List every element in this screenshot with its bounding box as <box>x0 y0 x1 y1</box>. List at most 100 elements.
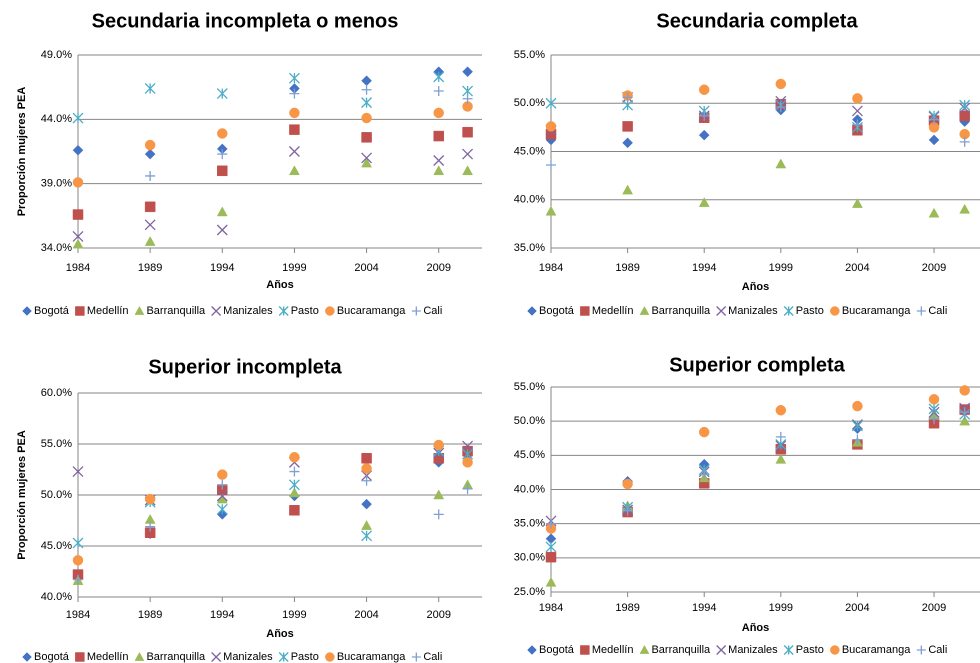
point <box>959 128 970 140</box>
legend-label: Barranquilla <box>146 651 206 663</box>
y-axis-title: Proporción mujeres PEA <box>16 430 28 560</box>
legend-symbol <box>580 645 590 655</box>
point <box>433 86 444 97</box>
legend-symbol <box>916 645 926 655</box>
x-tick-label: 1999 <box>282 609 306 621</box>
point <box>462 165 473 176</box>
y-tick-label: 35.0% <box>514 518 545 530</box>
point <box>72 112 84 124</box>
point <box>361 132 372 143</box>
point <box>929 114 940 125</box>
legend-symbol <box>411 306 421 316</box>
legend-label: Barranquilla <box>651 305 711 317</box>
legend-symbol <box>134 305 145 315</box>
point <box>622 92 633 103</box>
point <box>433 489 445 500</box>
point <box>462 148 474 160</box>
point <box>622 505 633 516</box>
legend-label: Bogotá <box>34 305 70 317</box>
point <box>361 112 372 124</box>
chart-title: Secundaria completa <box>656 10 858 32</box>
point <box>775 78 787 90</box>
point <box>622 137 633 149</box>
x-tick-label: 1999 <box>769 262 793 274</box>
legend-label: Cali <box>928 644 947 656</box>
legend-symbol <box>325 652 335 662</box>
point <box>144 527 156 538</box>
legend-symbol <box>639 305 650 315</box>
point <box>546 518 556 529</box>
point <box>72 177 84 188</box>
y-tick-label: 34.0% <box>41 242 72 254</box>
point <box>545 205 557 216</box>
y-tick-label: 45.0% <box>514 449 545 461</box>
point <box>289 165 300 176</box>
point <box>145 170 156 181</box>
point <box>433 71 445 83</box>
point <box>361 84 372 95</box>
point <box>928 394 940 405</box>
y-tick-label: 55.0% <box>41 438 72 450</box>
legend-label: Pasto <box>796 305 824 317</box>
point <box>72 209 84 220</box>
legend-label: Cali <box>423 651 442 663</box>
point <box>699 469 710 480</box>
point <box>959 203 971 214</box>
x-tick-label: 1984 <box>66 609 90 621</box>
point <box>361 75 372 87</box>
legend-label: Bucaramanga <box>337 651 406 663</box>
point <box>288 72 300 84</box>
legend-symbol <box>716 645 727 655</box>
x-tick-label: 1994 <box>210 609 234 621</box>
point <box>289 505 300 516</box>
point <box>852 400 863 412</box>
y-tick-label: 49.0% <box>41 49 72 61</box>
legend-label: Barranquilla <box>651 644 711 656</box>
point <box>144 148 156 160</box>
x-axis-title: Años <box>266 628 294 640</box>
point <box>361 157 372 168</box>
x-tick-label: 1984 <box>539 262 563 274</box>
point <box>462 440 474 452</box>
point <box>433 130 444 142</box>
point <box>289 124 300 135</box>
point <box>216 88 228 100</box>
point <box>72 238 84 249</box>
x-tick-label: 2009 <box>922 602 946 614</box>
x-tick-label: 2009 <box>426 262 450 274</box>
point <box>462 101 473 112</box>
point <box>289 452 300 463</box>
legend-symbol <box>411 652 421 662</box>
legend-label: Medellín <box>87 305 129 317</box>
point <box>959 136 970 147</box>
legend-symbol <box>75 306 85 316</box>
legend-label: Medellín <box>592 644 634 656</box>
legend-symbol <box>830 306 840 316</box>
point <box>72 537 84 549</box>
point <box>775 453 787 464</box>
x-tick-label: 2009 <box>426 609 450 621</box>
x-tick-label: 1994 <box>692 602 716 614</box>
point <box>433 107 444 119</box>
point <box>852 198 863 208</box>
x-axis-title: Años <box>742 622 770 634</box>
point <box>775 405 787 416</box>
point <box>361 97 373 109</box>
point <box>545 551 557 563</box>
legend-label: Cali <box>928 305 947 317</box>
y-tick-label: 39.0% <box>41 178 72 190</box>
point <box>433 509 444 520</box>
y-tick-label: 50.0% <box>41 489 72 501</box>
x-tick-label: 1999 <box>282 262 306 274</box>
y-tick-label: 40.0% <box>514 483 545 495</box>
point <box>217 128 228 139</box>
point <box>217 149 228 160</box>
x-tick-label: 1994 <box>692 262 716 274</box>
y-tick-label: 50.0% <box>514 97 545 109</box>
point <box>462 126 473 138</box>
legend-label: Bogotá <box>539 305 575 317</box>
legend-label: Pasto <box>291 651 319 663</box>
legend-symbol <box>527 306 537 316</box>
point <box>622 478 633 490</box>
